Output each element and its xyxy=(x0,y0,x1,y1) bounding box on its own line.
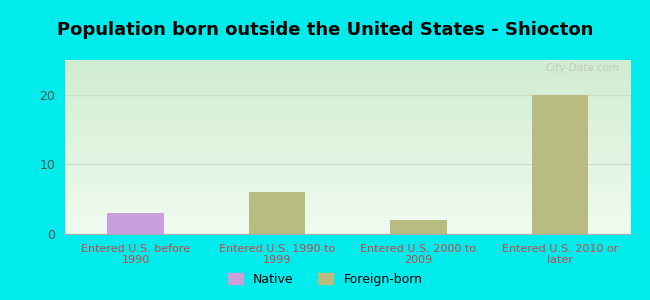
Bar xyxy=(532,95,588,234)
Bar xyxy=(249,192,306,234)
Bar xyxy=(390,220,447,234)
Text: Population born outside the United States - Shiocton: Population born outside the United State… xyxy=(57,21,593,39)
Text: City-Data.com: City-Data.com xyxy=(545,64,619,74)
Legend: Native, Foreign-born: Native, Foreign-born xyxy=(223,268,427,291)
Bar xyxy=(107,213,164,234)
